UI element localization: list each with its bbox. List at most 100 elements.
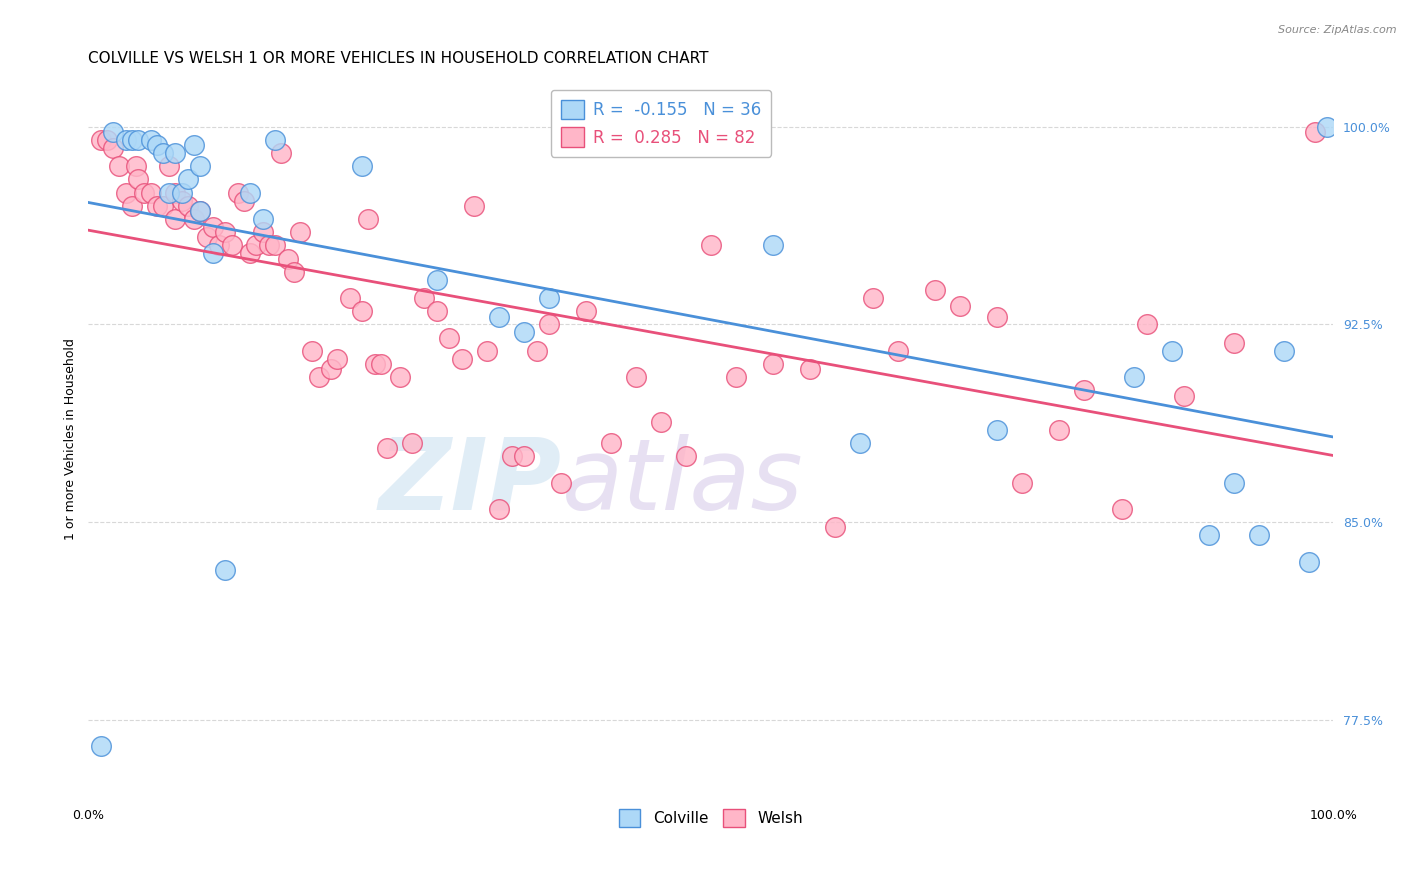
Point — [165, 146, 187, 161]
Point — [326, 351, 349, 366]
Point — [886, 343, 908, 358]
Y-axis label: 1 or more Vehicles in Household: 1 or more Vehicles in Household — [65, 338, 77, 540]
Point — [288, 225, 311, 239]
Point — [170, 194, 193, 208]
Point — [1049, 423, 1071, 437]
Point — [1247, 528, 1270, 542]
Point — [862, 291, 884, 305]
Point — [537, 318, 560, 332]
Point — [352, 159, 374, 173]
Point — [96, 133, 118, 147]
Point — [183, 138, 205, 153]
Point — [103, 125, 125, 139]
Text: atlas: atlas — [561, 434, 803, 531]
Point — [146, 138, 169, 153]
Point — [233, 194, 256, 208]
Point — [357, 212, 380, 227]
Point — [513, 449, 536, 463]
Point — [575, 304, 598, 318]
Point — [1136, 318, 1159, 332]
Point — [201, 246, 224, 260]
Point — [127, 133, 149, 147]
Point — [124, 159, 146, 173]
Point — [121, 199, 143, 213]
Point — [1298, 555, 1320, 569]
Point — [190, 204, 212, 219]
Point — [165, 212, 187, 227]
Point — [488, 502, 510, 516]
Point — [426, 272, 449, 286]
Point — [157, 159, 180, 173]
Point — [526, 343, 548, 358]
Point — [1303, 125, 1326, 139]
Point — [924, 283, 946, 297]
Point — [1316, 120, 1339, 134]
Point — [370, 357, 392, 371]
Point — [226, 186, 249, 200]
Point — [190, 204, 212, 219]
Point — [90, 739, 112, 753]
Point — [388, 370, 411, 384]
Point — [214, 225, 236, 239]
Point — [724, 370, 747, 384]
Point — [762, 238, 785, 252]
Point — [146, 199, 169, 213]
Point — [108, 159, 131, 173]
Point — [152, 199, 174, 213]
Point — [214, 563, 236, 577]
Point — [339, 291, 361, 305]
Point — [488, 310, 510, 324]
Point — [849, 436, 872, 450]
Point — [301, 343, 323, 358]
Point — [177, 172, 200, 186]
Point — [283, 265, 305, 279]
Point — [308, 370, 330, 384]
Point — [352, 304, 374, 318]
Point — [221, 238, 243, 252]
Point — [650, 415, 672, 429]
Point — [277, 252, 299, 266]
Point — [501, 449, 523, 463]
Text: Source: ZipAtlas.com: Source: ZipAtlas.com — [1278, 25, 1396, 35]
Point — [127, 172, 149, 186]
Point — [513, 326, 536, 340]
Point — [1198, 528, 1220, 542]
Point — [239, 186, 262, 200]
Text: COLVILLE VS WELSH 1 OR MORE VEHICLES IN HOUSEHOLD CORRELATION CHART: COLVILLE VS WELSH 1 OR MORE VEHICLES IN … — [89, 51, 709, 66]
Point — [1011, 475, 1033, 490]
Point — [537, 291, 560, 305]
Point — [675, 449, 697, 463]
Point — [986, 423, 1008, 437]
Point — [152, 146, 174, 161]
Point — [439, 331, 461, 345]
Point — [463, 199, 485, 213]
Point — [1173, 389, 1195, 403]
Point — [1111, 502, 1133, 516]
Point — [114, 186, 136, 200]
Point — [252, 225, 274, 239]
Point — [121, 133, 143, 147]
Point — [401, 436, 423, 450]
Point — [208, 238, 231, 252]
Point — [239, 246, 262, 260]
Point — [201, 219, 224, 234]
Point — [1223, 335, 1246, 350]
Point — [257, 238, 280, 252]
Point — [134, 186, 156, 200]
Point — [157, 186, 180, 200]
Legend: Colville, Welsh: Colville, Welsh — [612, 801, 810, 834]
Point — [600, 436, 623, 450]
Point — [264, 133, 287, 147]
Point — [139, 133, 162, 147]
Point — [270, 146, 292, 161]
Point — [264, 238, 287, 252]
Point — [426, 304, 449, 318]
Point — [375, 442, 398, 456]
Point — [183, 212, 205, 227]
Point — [103, 141, 125, 155]
Point — [700, 238, 723, 252]
Point — [139, 186, 162, 200]
Point — [195, 230, 218, 244]
Point — [624, 370, 647, 384]
Point — [1073, 384, 1095, 398]
